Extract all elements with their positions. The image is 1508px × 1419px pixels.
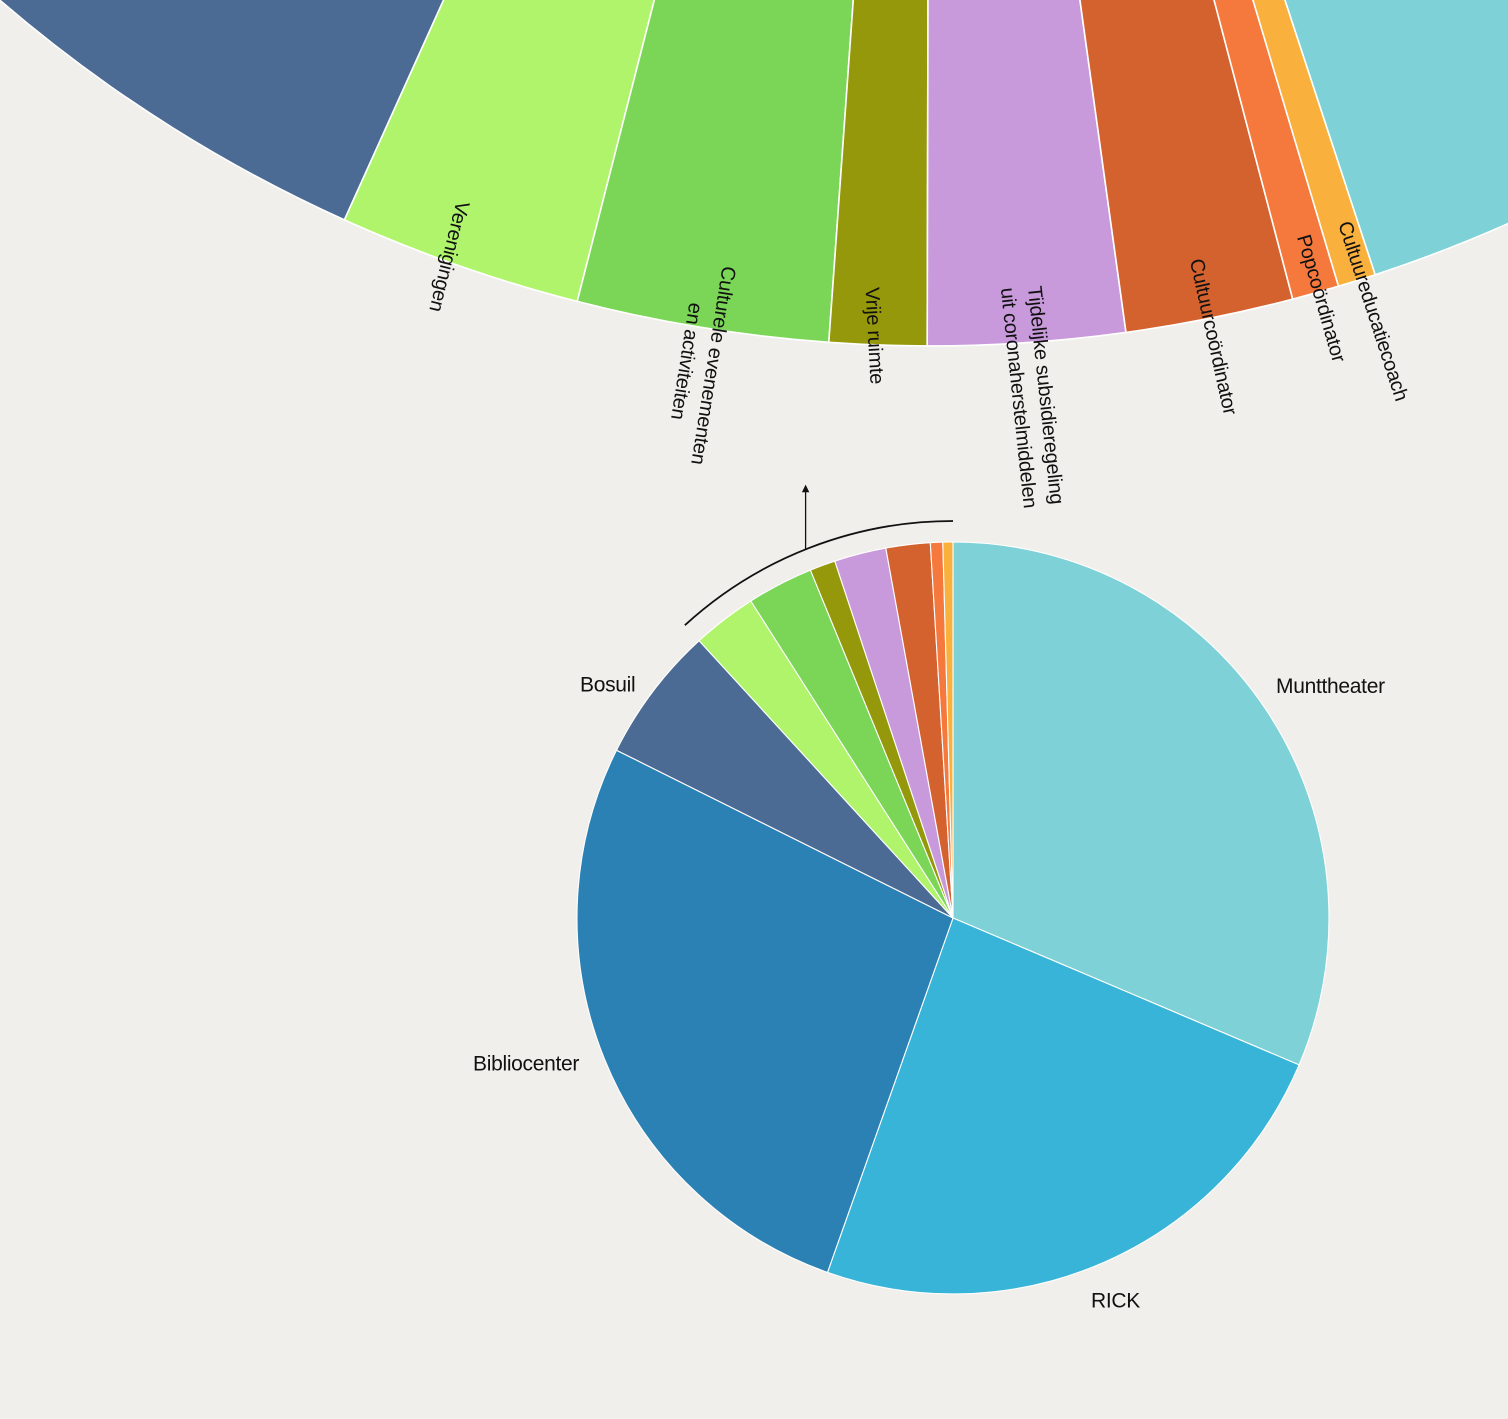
svg-text:Munttheater: Munttheater bbox=[1276, 675, 1385, 698]
svg-text:Bibliocenter: Bibliocenter bbox=[473, 1053, 579, 1076]
svg-text:RICK: RICK bbox=[1091, 1290, 1140, 1313]
svg-text:Vrije ruimte: Vrije ruimte bbox=[860, 287, 887, 385]
svg-text:Bosuil: Bosuil bbox=[580, 674, 635, 697]
